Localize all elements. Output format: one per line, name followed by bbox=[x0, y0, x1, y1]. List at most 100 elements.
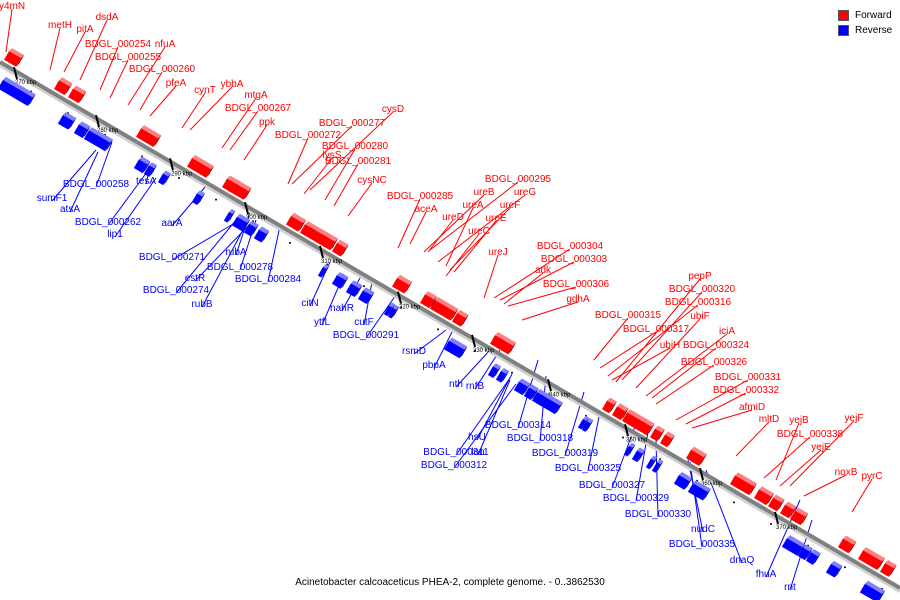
gene-block-side bbox=[637, 450, 646, 463]
gene-block-top bbox=[540, 391, 563, 406]
gene-block-side bbox=[64, 83, 73, 95]
gene-block-side bbox=[878, 590, 886, 600]
scale-label: 320 kbp bbox=[399, 305, 421, 311]
scale-tick bbox=[244, 201, 249, 215]
gene-block bbox=[223, 212, 233, 223]
gene-block bbox=[420, 294, 431, 306]
reverse-label: BDGL_000284 bbox=[235, 274, 302, 285]
gene-block bbox=[345, 283, 360, 297]
gene-block bbox=[577, 418, 587, 430]
forward-leader bbox=[5, 8, 13, 53]
gene-block-top bbox=[88, 127, 101, 136]
forward-label: BDGL_000304 bbox=[537, 241, 604, 252]
gene-block-top bbox=[528, 384, 539, 392]
gene-block bbox=[286, 215, 304, 232]
reverse-label: BDGL_000278 bbox=[207, 262, 274, 273]
gene-block-side bbox=[298, 219, 307, 232]
gene-block bbox=[452, 312, 466, 327]
forward-label: BDGL_000315 bbox=[595, 310, 662, 321]
gene-block-side bbox=[142, 161, 151, 174]
gene-block-top bbox=[162, 170, 172, 177]
scale-label: 360 kbp bbox=[701, 481, 723, 487]
gene-block-top bbox=[138, 156, 151, 165]
reverse-label: BDGL_000262 bbox=[75, 217, 142, 228]
forward-label: BDGL_000332 bbox=[713, 385, 780, 396]
gene-block-side bbox=[620, 408, 629, 421]
gene-block-side bbox=[82, 126, 91, 139]
reverse-label: nudC bbox=[691, 524, 715, 535]
gene-block-top bbox=[397, 274, 413, 285]
forward-label: ubiH bbox=[660, 340, 681, 351]
gene-block-side bbox=[877, 558, 886, 570]
reverse-label: BDGL_000311 bbox=[423, 447, 489, 458]
gene-block bbox=[858, 550, 883, 570]
gene-block-side bbox=[698, 454, 707, 466]
forward-leader bbox=[779, 449, 822, 487]
forward-leader bbox=[493, 248, 571, 299]
gene-block-side bbox=[459, 346, 468, 359]
forward-label: mltD bbox=[759, 414, 780, 425]
forward-leader bbox=[691, 409, 753, 429]
gene-block-side bbox=[834, 565, 843, 578]
gene-block bbox=[754, 489, 772, 506]
reverse-leader bbox=[95, 141, 113, 188]
reverse-swatch bbox=[838, 25, 849, 36]
gene-block-top bbox=[773, 494, 785, 503]
forward-leader bbox=[635, 318, 701, 389]
reverse-leader bbox=[114, 177, 157, 238]
reverse-label: BDGL_000274 bbox=[143, 285, 210, 296]
forward-leader bbox=[593, 317, 629, 361]
gene-blocks bbox=[0, 48, 897, 600]
reverse-leader bbox=[51, 149, 97, 202]
forward-label: BDGL_000338 bbox=[777, 429, 844, 440]
reverse-leader bbox=[433, 331, 453, 369]
reverse-leader bbox=[705, 469, 743, 564]
gene-block bbox=[838, 538, 854, 554]
gene-block-top bbox=[492, 363, 502, 370]
forward-label: BDGL_000280 bbox=[322, 141, 389, 152]
gene-block bbox=[790, 510, 806, 526]
gene-block bbox=[13, 89, 33, 106]
forward-leader bbox=[303, 157, 333, 195]
gene-block bbox=[54, 80, 70, 95]
gene-block-top bbox=[457, 309, 469, 318]
forward-leader bbox=[503, 272, 544, 305]
gene-block bbox=[602, 400, 614, 414]
track-dot bbox=[215, 198, 217, 201]
forward-label: pyrC bbox=[861, 471, 882, 482]
reverse-label: cutF bbox=[354, 317, 373, 328]
gene-block bbox=[253, 229, 265, 242]
forward-label: cysNC bbox=[357, 175, 386, 186]
gene-block bbox=[651, 462, 661, 473]
gene-block-top bbox=[196, 190, 206, 197]
gene-block-side bbox=[153, 135, 162, 147]
forward-leader bbox=[309, 111, 394, 191]
forward-label: yejF bbox=[845, 413, 864, 424]
gene-block-side bbox=[163, 173, 172, 186]
gene-block-side bbox=[749, 483, 758, 496]
gene-block-side bbox=[627, 444, 636, 457]
reverse-label: BDGL_000335 bbox=[669, 539, 736, 550]
forward-label: mtgA bbox=[244, 90, 268, 101]
gene-block-top bbox=[192, 155, 215, 170]
reverse-label: dnaQ bbox=[730, 555, 755, 566]
gene-block-top bbox=[141, 125, 162, 139]
gene-block-top bbox=[501, 335, 517, 346]
gene-block-top bbox=[336, 272, 349, 281]
gene-block bbox=[650, 428, 662, 442]
forward-leader bbox=[483, 254, 499, 299]
forward-label: gdhA bbox=[566, 294, 590, 305]
gene-block bbox=[99, 139, 111, 152]
gene-block-top bbox=[148, 162, 158, 169]
forward-leader bbox=[189, 86, 233, 131]
forward-label: ureG bbox=[514, 187, 536, 198]
forward-label: aceA bbox=[415, 204, 438, 215]
track-dot bbox=[437, 328, 439, 331]
gene-block-top bbox=[228, 209, 236, 215]
gene-block bbox=[496, 338, 514, 355]
gene-block-top bbox=[62, 111, 77, 122]
gene-block bbox=[523, 387, 536, 401]
gene-block-side bbox=[340, 277, 349, 289]
reverse-label: ytfL bbox=[314, 317, 331, 328]
scale-tick bbox=[13, 66, 18, 80]
